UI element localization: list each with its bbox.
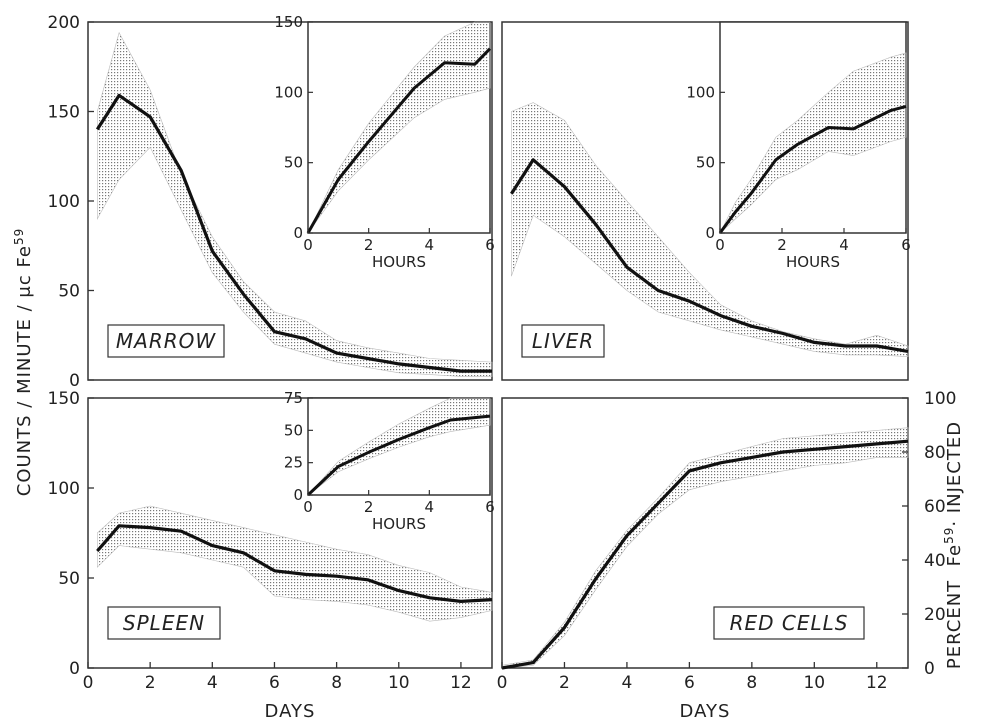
y-axis-label-left-text: COUNTS / MINUTE / μc Fe (14, 245, 35, 496)
red_cells-ytick-label: 80 (924, 443, 946, 463)
red_cells-xtick-label: 12 (866, 673, 888, 693)
y-axis-label-right-sup: 59 (942, 527, 956, 544)
liver-series-line (510, 158, 909, 353)
marrow-ytick-label: 0 (69, 371, 80, 391)
spleen-title: SPLEEN (123, 611, 205, 635)
liver-inset-xtick-label: 6 (901, 236, 911, 254)
marrow-ytick-label: 50 (58, 282, 80, 302)
y-axis-label-left: COUNTS / MINUTE / μc Fe59 (12, 228, 35, 496)
red_cells-ytick-label: 40 (924, 551, 946, 571)
red_cells-xtick-label: 0 (497, 673, 508, 693)
liver-inset-ytick-label: 0 (705, 224, 715, 242)
spleen-inset-xtick-label: 4 (425, 498, 435, 516)
liver-inset-ytick-label: 100 (686, 83, 715, 101)
marrow-inset-xtick-label: 2 (364, 236, 374, 254)
liver-title: LIVER (532, 329, 594, 353)
marrow-inset-xtick-label: 4 (425, 236, 435, 254)
spleen-inset-xtick-label: 6 (485, 498, 495, 516)
liver-inset-xtick-label: 4 (839, 236, 849, 254)
liver-inset-series-line (718, 104, 907, 234)
red_cells-xtick-label: 8 (746, 673, 757, 693)
marrow-range-band (97, 31, 493, 377)
y-axis-label-right-post: · INJECTED (944, 421, 965, 527)
red_cells-frame (501, 397, 909, 669)
spleen-xtick-label: 6 (269, 673, 280, 693)
red_cells-series-line (501, 439, 909, 670)
liver-range-band (511, 102, 909, 358)
liver-inset-x-axis-title: HOURS (786, 253, 840, 271)
marrow-title-box (107, 324, 225, 358)
red_cells-ytick-label: 0 (924, 659, 935, 679)
red_cells-xtick-label: 6 (684, 673, 695, 693)
y-axis-label-right: PERCENT Fe59· INJECTED (942, 421, 965, 669)
spleen-inset-series-line (306, 414, 491, 497)
red_cells-range-band (501, 427, 909, 669)
spleen-x-axis-title: DAYS (265, 701, 316, 722)
liver-inset-xtick-label: 2 (777, 236, 787, 254)
spleen-xtick-label: 8 (331, 673, 342, 693)
marrow-series-line (95, 93, 492, 373)
spleen-inset-ytick-label: 0 (293, 486, 303, 504)
marrow-ytick-label: 150 (48, 103, 80, 123)
marrow-inset-xtick-label: 6 (485, 236, 495, 254)
marrow-title: MARROW (116, 329, 216, 353)
marrow-ytick-label: 100 (48, 192, 80, 212)
marrow-inset-ytick-label: 150 (274, 13, 303, 31)
marrow-panel: 0 50 100 150 200 MARROW 0 50 100 150 0 2 4 6 HOURS (48, 13, 495, 391)
spleen-ytick-label: 0 (69, 659, 80, 679)
red_cells-x-axis-title: DAYS (680, 701, 731, 722)
spleen-inset-ytick-label: 75 (284, 389, 303, 407)
spleen-ytick-label: 150 (48, 389, 80, 409)
spleen-inset-x-axis-title: HOURS (372, 515, 426, 533)
marrow-inset: 0 50 100 150 0 2 4 6 HOURS (274, 13, 494, 271)
red_cells-panel: 0 20 40 60 80 100 0 2 4 6 8 10 12 DAYS RED CELLS (497, 389, 957, 722)
liver-inset-ytick-label: 50 (696, 154, 715, 172)
marrow-inset-x-axis-title: HOURS (372, 253, 426, 271)
y-axis-label-left-sup: 59 (12, 228, 26, 245)
marrow-ytick-label: 200 (48, 13, 80, 33)
red_cells-title-box (713, 606, 865, 640)
spleen-xtick-label: 2 (145, 673, 156, 693)
spleen-inset: 0 25 50 75 0 2 4 6 HOURS (284, 389, 495, 533)
red_cells-ytick-label: 60 (924, 497, 946, 517)
liver-inset: 0 50 100 0 2 4 6 HOURS (686, 21, 911, 271)
spleen-title-box (107, 606, 221, 640)
red_cells-xtick-label: 10 (803, 673, 825, 693)
spleen-xtick-label: 10 (388, 673, 410, 693)
marrow-inset-range-band (307, 21, 491, 234)
spleen-xtick-label: 4 (207, 673, 218, 693)
spleen-series-line (96, 524, 493, 604)
spleen-ytick-label: 50 (58, 569, 80, 589)
spleen-inset-xtick-label: 0 (303, 498, 313, 516)
liver-panel: LIVER 0 50 100 0 2 4 6 HOURS (501, 21, 911, 381)
spleen-range-band (97, 505, 493, 622)
spleen-panel: 0 50 100 150 0 2 4 6 8 10 12 DAYS SPLEEN 0 25 50 75 0 2 4 6 H… (48, 389, 495, 722)
liver-inset-range-band (719, 52, 907, 234)
spleen-inset-ytick-label: 25 (284, 454, 303, 472)
liver-frame (501, 21, 909, 381)
spleen-xtick-label: 12 (450, 673, 472, 693)
red_cells-title: RED CELLS (730, 611, 849, 635)
marrow-inset-series-line (306, 47, 492, 234)
marrow-inset-xtick-label: 0 (303, 236, 313, 254)
red_cells-xtick-label: 4 (622, 673, 633, 693)
red_cells-ytick-label: 20 (924, 605, 946, 625)
spleen-inset-ytick-label: 50 (284, 421, 303, 439)
red_cells-ytick-label: 100 (924, 389, 956, 409)
y-axis-label-right-pre: PERCENT Fe (944, 544, 965, 669)
spleen-ytick-label: 100 (48, 479, 80, 499)
marrow-inset-ytick-label: 0 (293, 224, 303, 242)
liver-inset-xtick-label: 0 (715, 236, 725, 254)
red_cells-xtick-label: 2 (559, 673, 570, 693)
liver-title-box (521, 324, 605, 358)
marrow-inset-ytick-label: 50 (284, 154, 303, 172)
spleen-inset-xtick-label: 2 (364, 498, 374, 516)
marrow-inset-ytick-label: 100 (274, 83, 303, 101)
spleen-xtick-label: 0 (83, 673, 94, 693)
spleen-frame (87, 397, 493, 669)
